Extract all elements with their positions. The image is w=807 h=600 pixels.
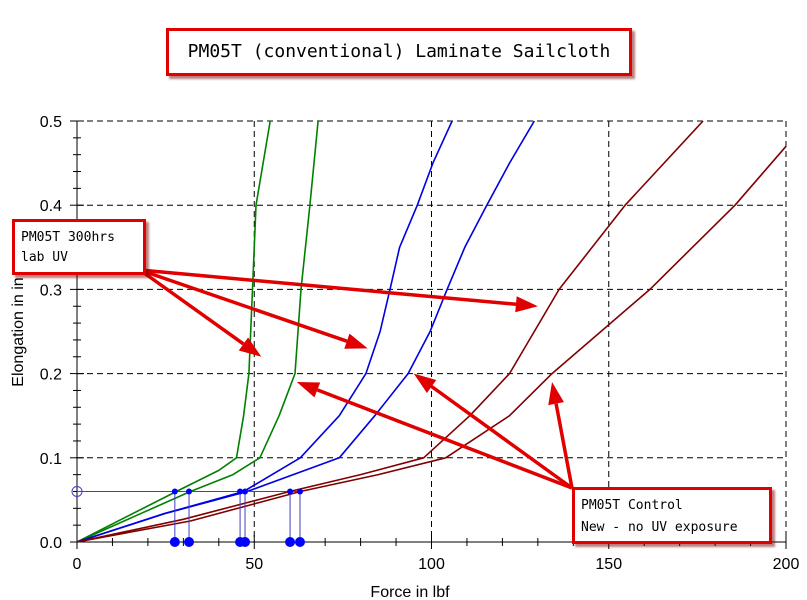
annotation-arrows [138,268,574,490]
marker-point [296,488,303,495]
x-tick-label: 50 [245,556,263,573]
marker-point [242,488,249,495]
y-tick-label: 0.2 [40,367,62,384]
marker-point [171,488,178,495]
y-tick-label: 0.3 [40,282,62,299]
annotation-arrow-head [548,382,564,406]
chart-title: PM05T (conventional) Laminate Sailcloth [166,28,632,76]
marker-axis-dot [294,537,305,547]
annotation-arrow-head [238,337,262,357]
annotation-uv: PM05T 300hrs lab UV [12,219,146,275]
y-tick-label: 0.4 [40,198,62,215]
y-tick-label: 0.0 [40,535,62,552]
annotation-arrow-head [344,333,368,349]
annotation-uv-line2: lab UV [21,250,68,265]
annotation-control-line1: PM05T Control [581,498,683,513]
marker-axis-dot [169,537,180,547]
marker-axis-dot [184,537,195,547]
series-line-2 [76,120,319,543]
annotation-control-line2: New - no UV exposure [581,520,738,535]
annotation-arrow-line [316,388,573,490]
annotation-arrow-head [413,373,437,393]
markers-group [71,485,305,547]
marker-point [237,488,244,495]
marker-point [186,488,193,495]
annotation-uv-line1: PM05T 300hrs [21,230,115,245]
annotation-arrow-head [515,296,538,313]
axes: 0 50 100 150 200 0.0 0.1 0.2 0.3 0.4 0.5 [40,114,800,573]
marker-axis-dot [240,537,251,547]
x-axis-label: Force in lbf [370,584,450,600]
annotation-arrow-head [296,382,321,398]
marker-axis-dot [285,537,296,547]
series-line-4 [76,120,535,543]
annotation-arrow-line [430,385,574,490]
x-tick-label: 150 [595,556,622,573]
x-tick-label: 0 [73,556,82,573]
annotation-arrow-line [554,403,574,489]
marker-level-handle [71,485,83,497]
marker-point [287,488,294,495]
annotation-arrow-line [139,268,348,343]
grid [77,120,787,542]
annotation-arrow-line [138,268,245,346]
annotation-control: PM05T Control New - no UV exposure [572,487,772,544]
series-line-1 [76,120,271,543]
x-tick-label: 100 [418,556,445,573]
x-tick-label: 200 [773,556,800,573]
y-axis-label: Elongation in in [10,277,27,386]
series-line-5 [76,120,704,543]
y-tick-label: 0.1 [40,451,62,468]
annotation-arrow-line [139,268,517,306]
series-line-3 [76,120,453,543]
y-tick-label: 0.5 [40,114,62,131]
